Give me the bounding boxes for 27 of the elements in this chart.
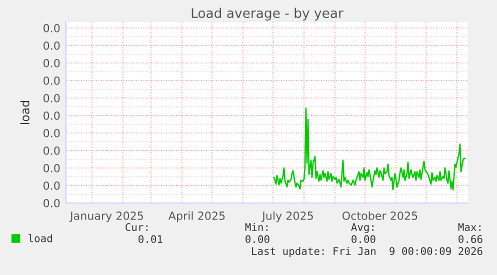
x-tick-label: January 2025 xyxy=(69,212,143,222)
text: 0.0 xyxy=(44,128,60,138)
text: 0.0 xyxy=(44,58,60,68)
text: 0.01 xyxy=(138,235,162,244)
text: 0.0 xyxy=(44,111,60,120)
text: 0.0 xyxy=(44,76,60,85)
text: Max: xyxy=(458,223,480,232)
text: Cur: xyxy=(126,223,148,232)
x-tick-label: July 2025 xyxy=(262,211,313,222)
text: 0.0 xyxy=(44,198,60,208)
x-tick-label: April 2025 xyxy=(168,211,225,222)
text: 0.00 xyxy=(352,235,376,244)
text: 0.66 xyxy=(458,235,482,244)
legend-label: load xyxy=(28,234,52,242)
text: 0.0 xyxy=(44,24,60,32)
text: 0.0 xyxy=(44,41,60,50)
text: 0.0 xyxy=(44,181,60,190)
text: 0.0 xyxy=(44,164,60,172)
text: 0.0 xyxy=(44,94,60,102)
chart-title: Load average - by year xyxy=(192,8,344,21)
y-axis-title: load xyxy=(20,100,30,124)
text: Last update: Fri Jan 9 00:00:09 2026 xyxy=(252,246,482,258)
text: Min: xyxy=(245,222,268,231)
x-tick-label: October 2025 xyxy=(342,211,418,220)
text: Avg: xyxy=(351,223,374,234)
text: 0.0 xyxy=(44,146,60,155)
text: 0.00 xyxy=(246,235,270,244)
